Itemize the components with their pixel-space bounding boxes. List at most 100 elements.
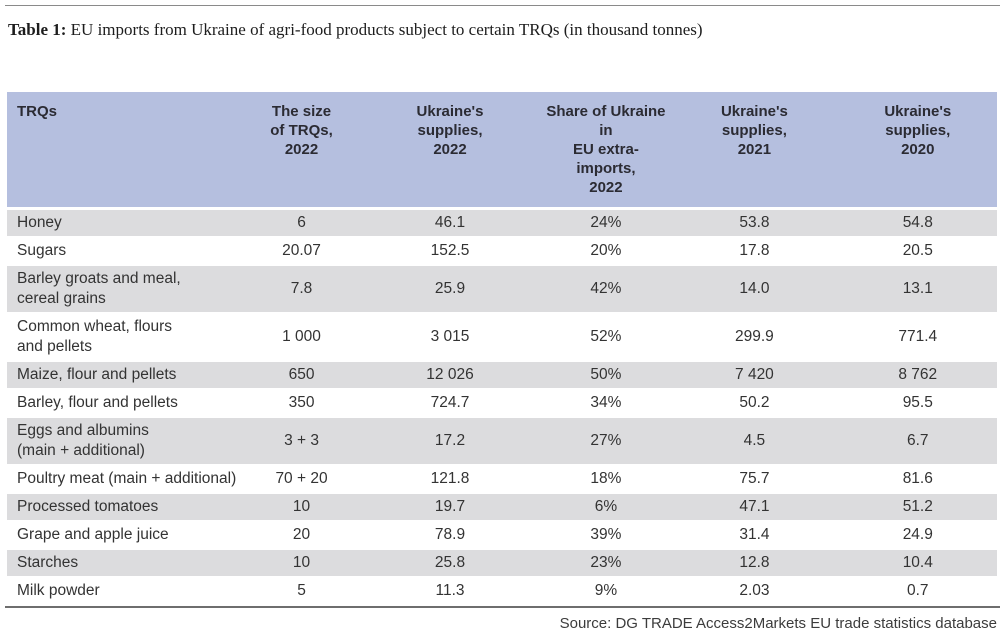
cell-supplies-2020: 0.7 xyxy=(838,578,997,606)
cell-supplies-2020: 6.7 xyxy=(838,418,997,466)
cell-supplies-2021: 4.5 xyxy=(670,418,839,466)
cell-share-2022: 6% xyxy=(541,494,671,522)
cell-trq: Grape and apple juice xyxy=(7,522,245,550)
cell-supplies-2022: 25.9 xyxy=(358,266,542,314)
cell-supplies-2020: 81.6 xyxy=(838,466,997,494)
cell-supplies-2022: 11.3 xyxy=(358,578,542,606)
cell-share-2022: 50% xyxy=(541,362,671,390)
cell-supplies-2022: 121.8 xyxy=(358,466,542,494)
cell-share-2022: 9% xyxy=(541,578,671,606)
table-row-poultry: Poultry meat (main + additional) 70 + 20… xyxy=(7,466,997,494)
table-caption-text: EU imports from Ukraine of agri-food pro… xyxy=(70,20,703,39)
cell-share-2022: 42% xyxy=(541,266,671,314)
cell-size-2022: 20 xyxy=(244,522,359,550)
table-header: TRQs The size of TRQs, 2022 Ukraine's su… xyxy=(7,92,997,210)
cell-supplies-2021: 75.7 xyxy=(670,466,839,494)
cell-supplies-2022: 12 026 xyxy=(358,362,542,390)
cell-share-2022: 39% xyxy=(541,522,671,550)
column-header-supplies-2021: Ukraine's supplies, 2021 xyxy=(670,92,839,210)
table-row-common-wheat: Common wheat, flours and pellets 1 000 3… xyxy=(7,314,997,362)
cell-size-2022: 350 xyxy=(244,390,359,418)
cell-trq: Honey xyxy=(7,210,245,238)
table-row-tomatoes: Processed tomatoes 10 19.7 6% 47.1 51.2 xyxy=(7,494,997,522)
cell-share-2022: 18% xyxy=(541,466,671,494)
cell-supplies-2020: 10.4 xyxy=(838,550,997,578)
bottom-divider xyxy=(5,606,1000,608)
table-row-starches: Starches 10 25.8 23% 12.8 10.4 xyxy=(7,550,997,578)
cell-size-2022: 10 xyxy=(244,550,359,578)
cell-share-2022: 24% xyxy=(541,210,671,238)
cell-supplies-2022: 17.2 xyxy=(358,418,542,466)
table-row-juice: Grape and apple juice 20 78.9 39% 31.4 2… xyxy=(7,522,997,550)
table-row-milk-powder: Milk powder 5 11.3 9% 2.03 0.7 xyxy=(7,578,997,606)
cell-supplies-2022: 25.8 xyxy=(358,550,542,578)
cell-supplies-2022: 724.7 xyxy=(358,390,542,418)
cell-supplies-2021: 47.1 xyxy=(670,494,839,522)
cell-supplies-2020: 54.8 xyxy=(838,210,997,238)
cell-share-2022: 23% xyxy=(541,550,671,578)
cell-size-2022: 20.07 xyxy=(244,238,359,266)
cell-supplies-2021: 50.2 xyxy=(670,390,839,418)
cell-trq: Starches xyxy=(7,550,245,578)
table-caption-label: Table 1: xyxy=(8,20,67,39)
table-row-barley-groats: Barley groats and meal, cereal grains 7.… xyxy=(7,266,997,314)
cell-size-2022: 7.8 xyxy=(244,266,359,314)
table-caption: Table 1: EU imports from Ukraine of agri… xyxy=(8,18,997,42)
cell-supplies-2022: 152.5 xyxy=(358,238,542,266)
column-header-supplies-2020: Ukraine's supplies, 2020 xyxy=(838,92,997,210)
cell-size-2022: 5 xyxy=(244,578,359,606)
cell-supplies-2021: 31.4 xyxy=(670,522,839,550)
cell-trq: Eggs and albumins (main + additional) xyxy=(7,418,245,466)
cell-supplies-2020: 51.2 xyxy=(838,494,997,522)
cell-supplies-2020: 95.5 xyxy=(838,390,997,418)
cell-supplies-2022: 19.7 xyxy=(358,494,542,522)
cell-supplies-2022: 78.9 xyxy=(358,522,542,550)
column-header-share-2022: Share of Ukraine in EU extra-imports, 20… xyxy=(541,92,671,210)
cell-share-2022: 34% xyxy=(541,390,671,418)
cell-share-2022: 27% xyxy=(541,418,671,466)
table-row-barley-flour: Barley, flour and pellets 350 724.7 34% … xyxy=(7,390,997,418)
cell-supplies-2021: 14.0 xyxy=(670,266,839,314)
column-header-supplies-2022: Ukraine's supplies, 2022 xyxy=(358,92,542,210)
cell-trq: Barley groats and meal, cereal grains xyxy=(7,266,245,314)
cell-supplies-2022: 3 015 xyxy=(358,314,542,362)
column-header-size-2022: The size of TRQs, 2022 xyxy=(244,92,359,210)
cell-share-2022: 20% xyxy=(541,238,671,266)
cell-supplies-2020: 20.5 xyxy=(838,238,997,266)
trq-imports-table: TRQs The size of TRQs, 2022 Ukraine's su… xyxy=(7,92,997,606)
cell-supplies-2022: 46.1 xyxy=(358,210,542,238)
cell-trq: Processed tomatoes xyxy=(7,494,245,522)
table-row-sugars: Sugars 20.07 152.5 20% 17.8 20.5 xyxy=(7,238,997,266)
cell-trq: Sugars xyxy=(7,238,245,266)
cell-size-2022: 650 xyxy=(244,362,359,390)
table-row-honey: Honey 6 46.1 24% 53.8 54.8 xyxy=(7,210,997,238)
cell-supplies-2021: 299.9 xyxy=(670,314,839,362)
cell-supplies-2020: 771.4 xyxy=(838,314,997,362)
cell-supplies-2020: 24.9 xyxy=(838,522,997,550)
cell-trq: Poultry meat (main + additional) xyxy=(7,466,245,494)
page: Table 1: EU imports from Ukraine of agri… xyxy=(0,5,1005,632)
cell-size-2022: 6 xyxy=(244,210,359,238)
cell-size-2022: 3 + 3 xyxy=(244,418,359,466)
cell-supplies-2021: 12.8 xyxy=(670,550,839,578)
top-divider xyxy=(5,5,1000,6)
cell-trq: Milk powder xyxy=(7,578,245,606)
cell-supplies-2021: 2.03 xyxy=(670,578,839,606)
cell-size-2022: 10 xyxy=(244,494,359,522)
cell-supplies-2021: 7 420 xyxy=(670,362,839,390)
cell-trq: Maize, flour and pellets xyxy=(7,362,245,390)
column-header-trqs: TRQs xyxy=(7,92,245,210)
cell-size-2022: 1 000 xyxy=(244,314,359,362)
cell-size-2022: 70 + 20 xyxy=(244,466,359,494)
cell-supplies-2021: 53.8 xyxy=(670,210,839,238)
cell-supplies-2020: 13.1 xyxy=(838,266,997,314)
cell-supplies-2021: 17.8 xyxy=(670,238,839,266)
table-row-eggs: Eggs and albumins (main + additional) 3 … xyxy=(7,418,997,466)
cell-supplies-2020: 8 762 xyxy=(838,362,997,390)
cell-trq: Common wheat, flours and pellets xyxy=(7,314,245,362)
source-note: Source: DG TRADE Access2Markets EU trade… xyxy=(559,615,997,632)
cell-share-2022: 52% xyxy=(541,314,671,362)
table-body: Honey 6 46.1 24% 53.8 54.8 Sugars 20.07 … xyxy=(7,210,997,606)
cell-trq: Barley, flour and pellets xyxy=(7,390,245,418)
header-row: TRQs The size of TRQs, 2022 Ukraine's su… xyxy=(7,92,997,210)
